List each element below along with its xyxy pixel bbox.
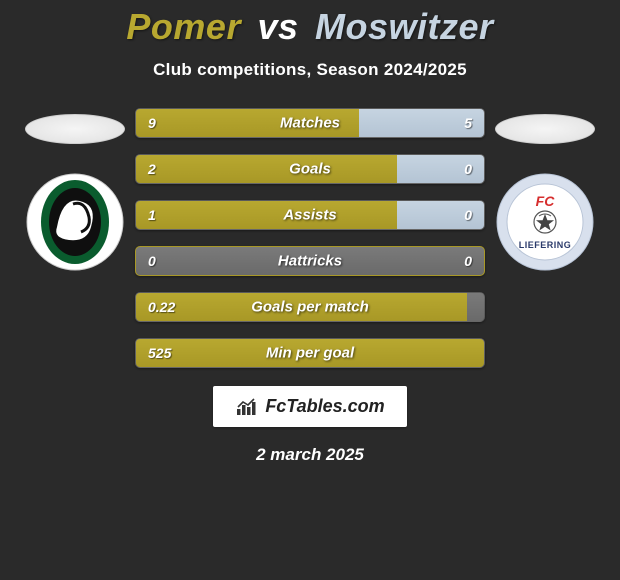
stat-row: 525 Min per goal (135, 338, 485, 368)
player2-name: Moswitzer (315, 6, 494, 47)
brand-box: FcTables.com (213, 386, 406, 427)
stat-row: 2 Goals 0 (135, 154, 485, 184)
comparison-main: 9 Matches 5 2 Goals 0 1 Assists 0 0 Hattricks 0 0.22… (0, 108, 620, 368)
bar-label: Hattricks (278, 253, 342, 270)
bar-value-right: 0 (464, 207, 472, 223)
stat-row: 0.22 Goals per match (135, 292, 485, 322)
bar-value-left: 2 (148, 161, 156, 177)
bar-value-right: 0 (464, 253, 472, 269)
bar-fill-left (136, 155, 397, 183)
bar-value-right: 0 (464, 161, 472, 177)
player1-name: Pomer (126, 6, 241, 47)
stat-row: 9 Matches 5 (135, 108, 485, 138)
brand-icon (235, 397, 259, 417)
player2-crest: FC LIEFERING (495, 172, 595, 272)
brand-text: FcTables.com (265, 396, 384, 417)
bar-label: Goals (289, 161, 331, 178)
player1-headshot (25, 114, 125, 144)
bar-label: Matches (280, 115, 340, 132)
bar-value-left: 0 (148, 253, 156, 269)
stat-bars: 9 Matches 5 2 Goals 0 1 Assists 0 0 Hattricks 0 0.22… (135, 108, 485, 368)
left-side (15, 108, 135, 272)
crest-left-icon (25, 172, 125, 272)
bar-label: Assists (283, 207, 336, 224)
svg-text:LIEFERING: LIEFERING (519, 240, 572, 250)
bar-value-left: 1 (148, 207, 156, 223)
bar-value-left: 9 (148, 115, 156, 131)
page-title: Pomer vs Moswitzer (126, 6, 493, 48)
player2-headshot (495, 114, 595, 144)
vs-label: vs (257, 6, 298, 47)
stat-row: 1 Assists 0 (135, 200, 485, 230)
crest-right-icon: FC LIEFERING (495, 172, 595, 272)
bar-value-right: 5 (464, 115, 472, 131)
svg-text:FC: FC (536, 193, 556, 209)
bar-value-left: 0.22 (148, 299, 175, 315)
subtitle: Club competitions, Season 2024/2025 (153, 60, 467, 80)
right-side: FC LIEFERING (485, 108, 605, 272)
bar-value-left: 525 (148, 345, 171, 361)
stat-row: 0 Hattricks 0 (135, 246, 485, 276)
date-label: 2 march 2025 (256, 445, 364, 465)
bar-label: Goals per match (251, 299, 369, 316)
player1-crest (25, 172, 125, 272)
bar-label: Min per goal (266, 345, 354, 362)
bar-fill-left (136, 201, 397, 229)
